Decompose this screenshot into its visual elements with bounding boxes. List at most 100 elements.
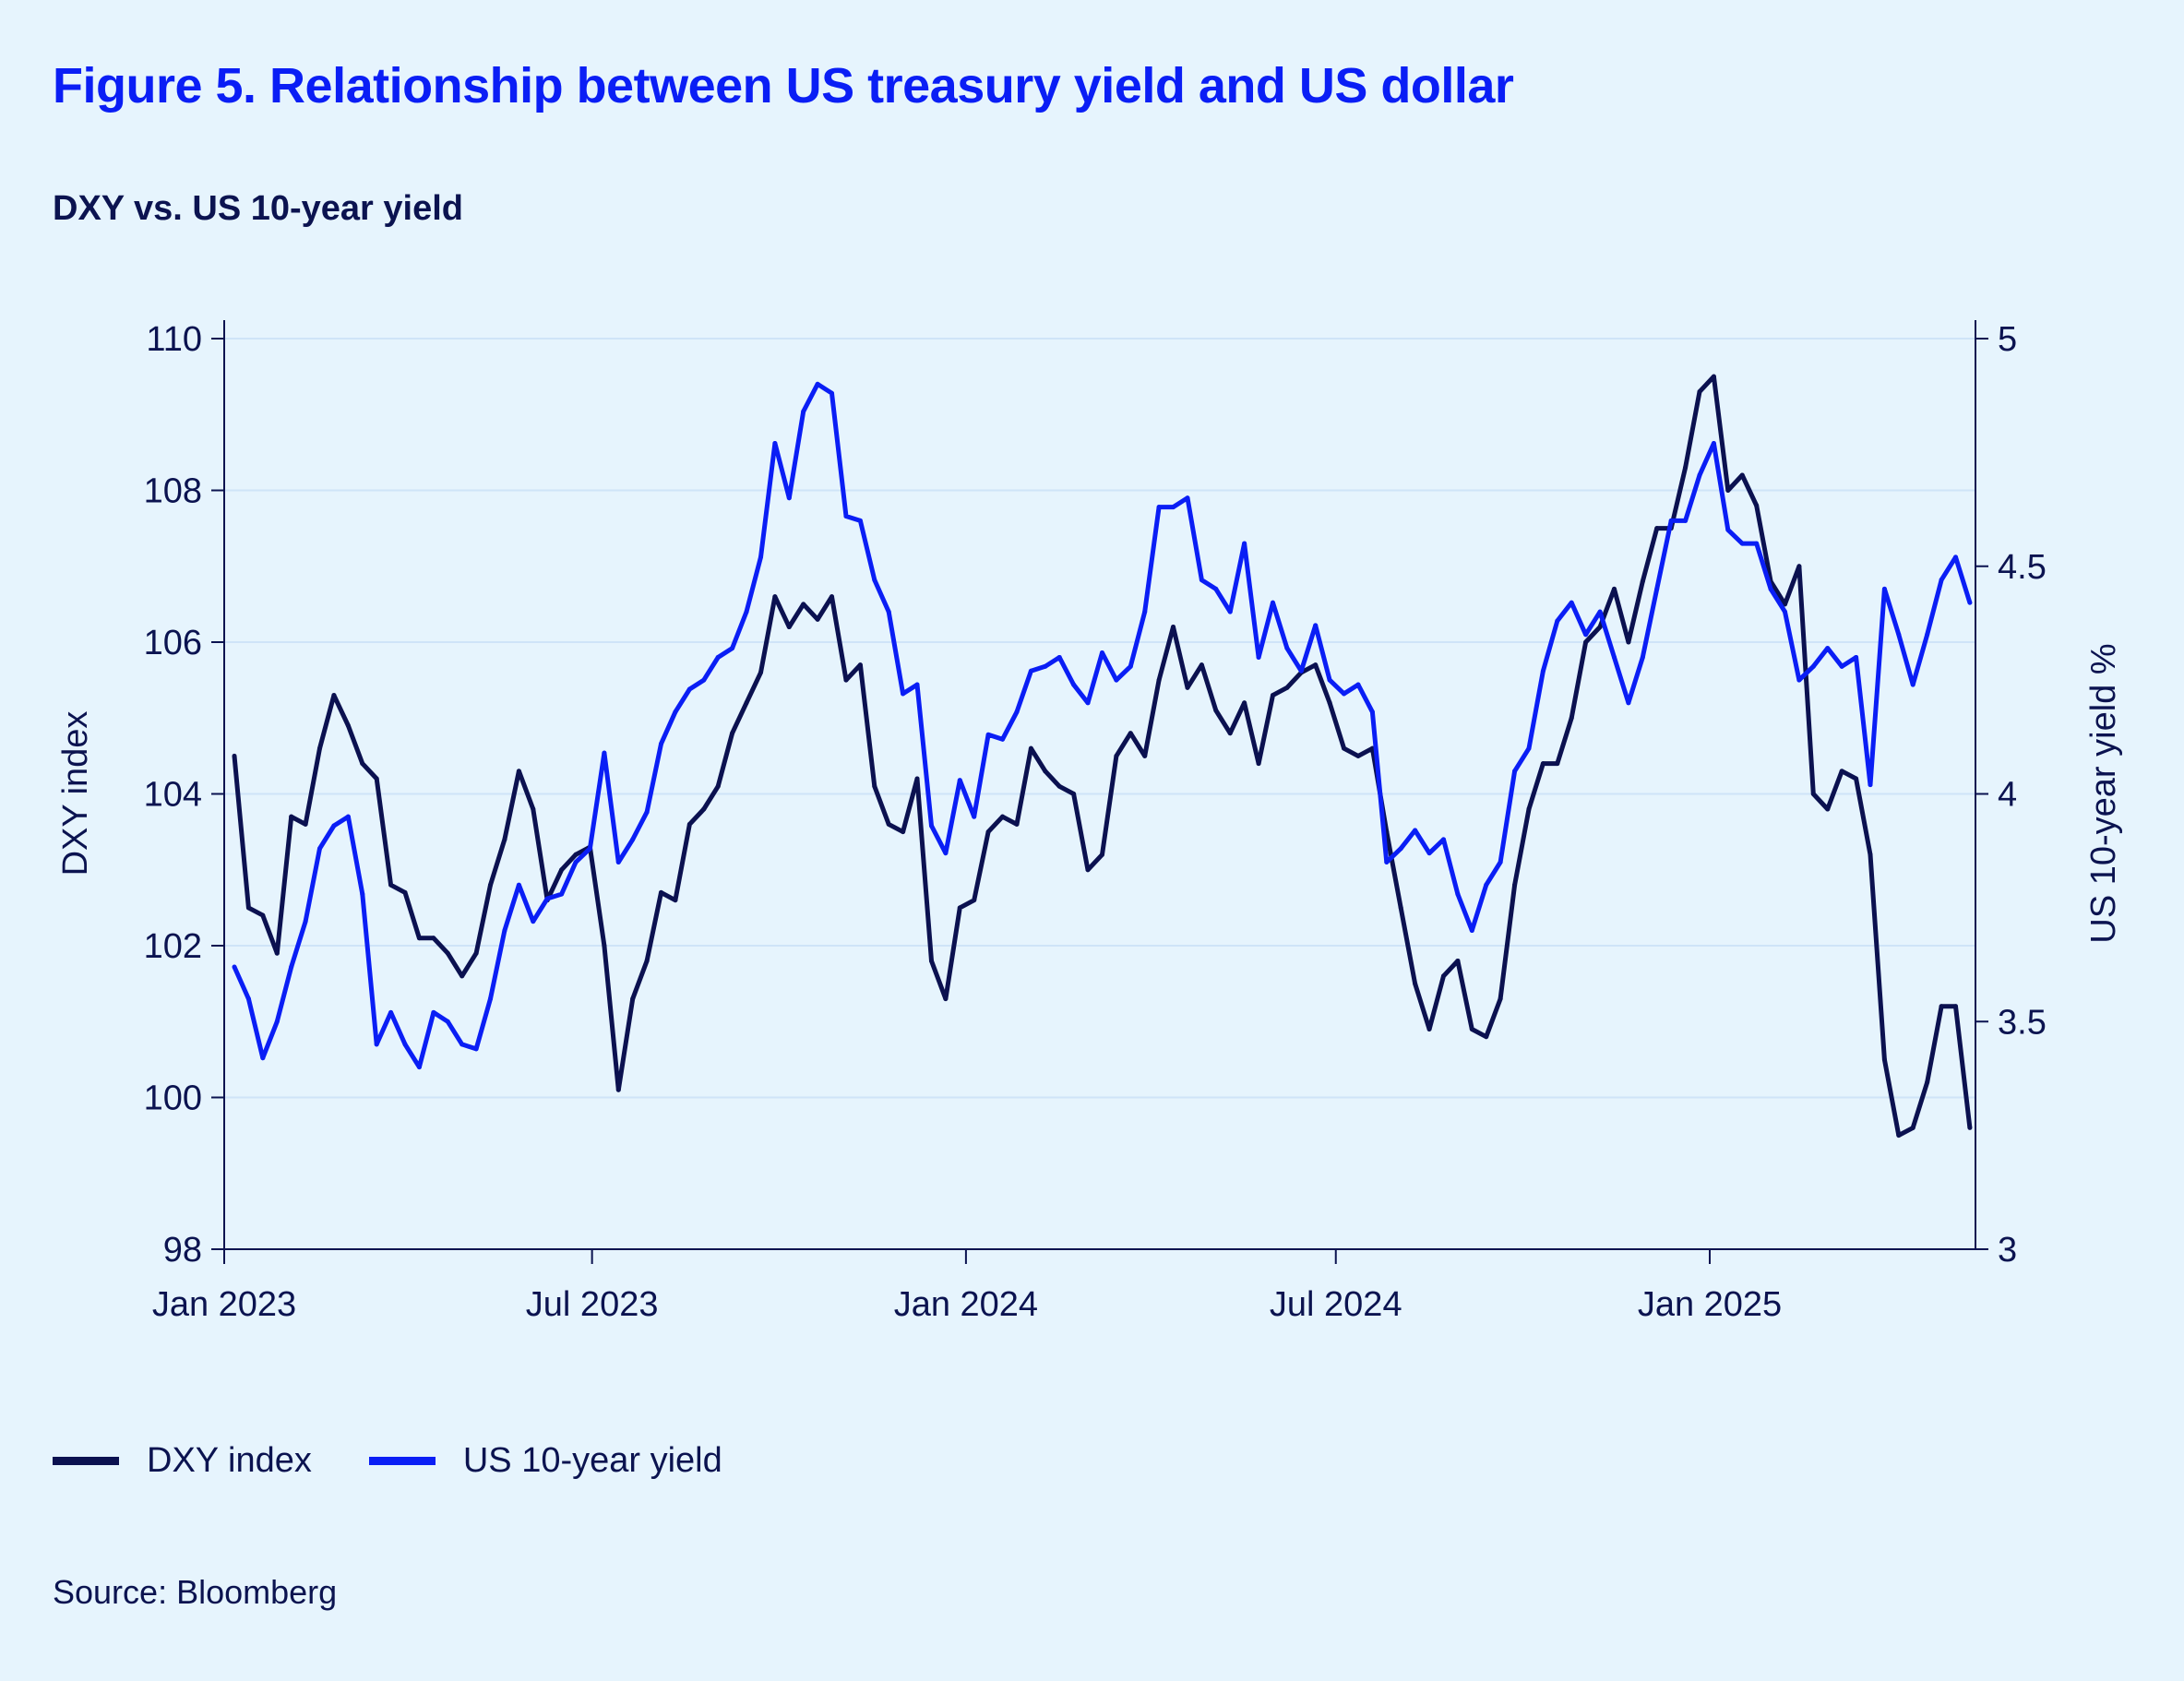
data-point <box>402 1042 408 1047</box>
data-point <box>1683 465 1689 471</box>
data-point <box>659 741 664 746</box>
data-point <box>615 1087 621 1092</box>
y-right-tick-label: 3.5 <box>1998 1003 2047 1042</box>
data-point <box>1227 609 1233 614</box>
data-point <box>943 996 949 1002</box>
data-point <box>1512 769 1518 774</box>
data-point <box>1640 578 1645 584</box>
data-point <box>317 745 323 751</box>
data-point <box>630 996 636 1002</box>
data-point <box>245 905 251 911</box>
legend-label-dxy: DXY index <box>147 1441 312 1480</box>
data-point <box>1697 389 1702 395</box>
data-point <box>1114 677 1119 683</box>
data-point <box>289 814 294 819</box>
data-point <box>1099 852 1104 857</box>
data-point <box>1071 792 1077 796</box>
data-point <box>1185 685 1190 690</box>
data-point <box>402 889 408 895</box>
data-point <box>331 693 337 698</box>
data-point <box>1099 650 1104 656</box>
y-left-tick-label: 102 <box>144 927 202 966</box>
data-point <box>730 731 735 736</box>
data-point <box>901 829 906 835</box>
data-point <box>1284 646 1290 651</box>
data-point <box>985 732 991 737</box>
data-point <box>1043 769 1048 774</box>
data-point <box>488 882 494 888</box>
data-point <box>1896 632 1902 638</box>
data-point <box>1854 776 1859 781</box>
data-point <box>559 867 565 873</box>
data-point <box>1939 1004 1944 1009</box>
legend: DXY index US 10-year yield <box>53 1441 780 1481</box>
data-point <box>459 973 465 979</box>
data-point <box>1540 761 1546 767</box>
data-point <box>1952 1004 1958 1009</box>
data-point <box>1171 625 1176 630</box>
data-point <box>1000 736 1006 742</box>
data-point <box>1939 578 1944 583</box>
data-point <box>1028 745 1033 751</box>
data-point <box>1498 860 1503 865</box>
y-left-tick-label: 108 <box>144 472 202 511</box>
data-point <box>1355 753 1361 758</box>
data-point <box>1342 691 1347 697</box>
data-point <box>1484 882 1489 888</box>
data-point <box>1555 618 1560 624</box>
data-point <box>1839 663 1844 669</box>
data-point <box>416 1065 422 1070</box>
data-point <box>957 778 962 783</box>
data-point <box>673 709 678 715</box>
data-point <box>701 806 707 812</box>
data-point <box>1725 488 1731 493</box>
series-line-yield <box>232 381 1973 1070</box>
data-point <box>1611 654 1617 660</box>
data-point <box>1526 745 1532 751</box>
data-point <box>1512 882 1518 888</box>
data-point <box>1213 586 1219 591</box>
data-point <box>1128 663 1133 669</box>
data-point <box>1583 639 1589 645</box>
data-point <box>516 769 521 774</box>
data-point <box>1242 700 1247 706</box>
data-point <box>245 996 251 1002</box>
data-point <box>972 898 977 903</box>
data-point <box>1327 677 1332 683</box>
data-point <box>1355 682 1361 687</box>
data-point <box>1156 677 1162 683</box>
data-point <box>673 898 678 903</box>
data-point <box>345 722 351 728</box>
data-point <box>1555 761 1560 767</box>
data-point <box>1440 973 1446 979</box>
data-point <box>1881 586 1887 591</box>
data-point <box>686 686 692 692</box>
data-point <box>1369 709 1375 715</box>
y-left-tick-label: 98 <box>163 1231 202 1270</box>
y-left-tick-label: 100 <box>144 1079 202 1118</box>
legend-swatch-yield <box>368 1457 436 1465</box>
data-point <box>1739 472 1745 478</box>
data-point <box>317 846 323 852</box>
legend-label-yield: US 10-year yield <box>462 1441 722 1480</box>
data-point <box>544 896 550 901</box>
data-point <box>928 958 934 963</box>
data-point <box>1910 682 1915 687</box>
data-point <box>1498 996 1503 1002</box>
data-point <box>786 495 792 501</box>
data-point <box>1611 586 1617 591</box>
data-point <box>701 677 707 683</box>
data-point <box>289 964 294 970</box>
data-point <box>1796 677 1802 683</box>
data-point <box>758 554 763 560</box>
data-point <box>445 1019 450 1024</box>
data-point <box>1398 905 1403 911</box>
data-point <box>886 821 891 827</box>
data-point <box>1455 958 1461 963</box>
data-point <box>886 609 891 614</box>
data-point <box>374 1042 379 1047</box>
data-point <box>630 837 636 842</box>
data-point <box>730 646 735 651</box>
data-point <box>928 823 934 829</box>
chart-subtitle: DXY vs. US 10-year yield <box>53 189 463 228</box>
